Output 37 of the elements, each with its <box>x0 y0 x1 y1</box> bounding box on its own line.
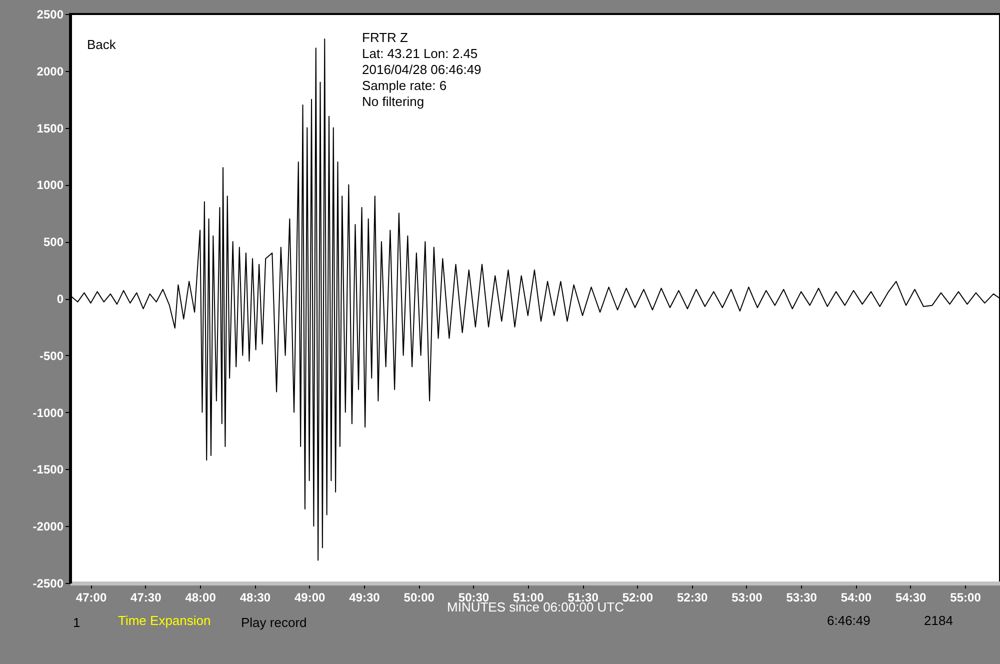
annotation: Lat: 43.21 Lon: 2.45 <box>362 46 478 61</box>
y-tick-label: 1000 <box>36 178 64 192</box>
y-tick-label: -1000 <box>32 406 64 420</box>
x-tick-label: 47:30 <box>130 590 162 604</box>
annotation: 2016/04/28 06:46:49 <box>362 62 482 77</box>
x-tick-label: 48:00 <box>185 590 216 604</box>
text: Time Expansion <box>118 613 211 628</box>
y-tick-label: 2500 <box>36 8 64 22</box>
text: 6:46:49 <box>827 613 870 628</box>
x-tick-label: 54:00 <box>840 590 872 604</box>
x-tick-label: 50:00 <box>404 590 435 604</box>
annotation: Sample rate: 6 <box>362 78 447 93</box>
y-tick-label: -2500 <box>32 576 64 590</box>
x-tick-label: 49:00 <box>294 590 326 604</box>
y-tick-label: 1500 <box>36 121 64 136</box>
y-tick-label: 2000 <box>36 64 64 78</box>
text: Play record <box>241 615 307 630</box>
x-tick-label: 52:00 <box>622 590 654 604</box>
y-tick-label: 500 <box>43 235 64 250</box>
y-tick-label: 0 <box>56 292 64 306</box>
annotation: No filtering <box>362 94 424 109</box>
x-tick-label: 53:30 <box>786 590 818 604</box>
annotation: FRTR Z <box>362 30 408 45</box>
x-tick-label: 48:30 <box>240 590 271 604</box>
y-tick-label: -1500 <box>32 462 64 477</box>
text: 2184 <box>924 613 953 628</box>
x-tick-label: 51:00 <box>513 590 544 604</box>
x-tick-label: 55:00 <box>950 590 982 604</box>
x-tick-label: 53:00 <box>732 590 763 604</box>
y-tick-label: -2000 <box>32 520 64 534</box>
x-tick-label: 49:30 <box>349 590 380 604</box>
annotation: Back <box>87 37 116 52</box>
x-tick-label: 47:00 <box>76 590 107 604</box>
x-tick-label: 52:30 <box>676 590 708 604</box>
text: 1 <box>73 615 80 630</box>
x-tick-label: 54:30 <box>896 590 927 604</box>
y-tick-label: -500 <box>39 348 64 363</box>
